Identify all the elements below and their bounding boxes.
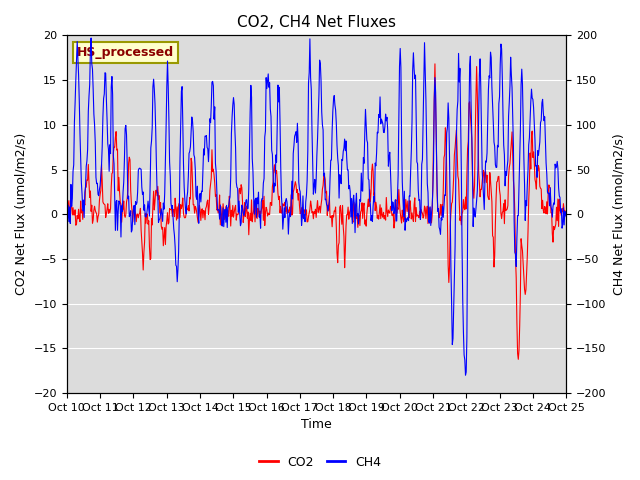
Text: HS_processed: HS_processed <box>77 46 174 59</box>
Legend: CO2, CH4: CO2, CH4 <box>253 451 387 474</box>
Title: CO2, CH4 Net Fluxes: CO2, CH4 Net Fluxes <box>237 15 396 30</box>
Y-axis label: CO2 Net Flux (umol/m2/s): CO2 Net Flux (umol/m2/s) <box>15 133 28 295</box>
Y-axis label: CH4 Net Flux (nmol/m2/s): CH4 Net Flux (nmol/m2/s) <box>612 133 625 295</box>
X-axis label: Time: Time <box>301 419 332 432</box>
